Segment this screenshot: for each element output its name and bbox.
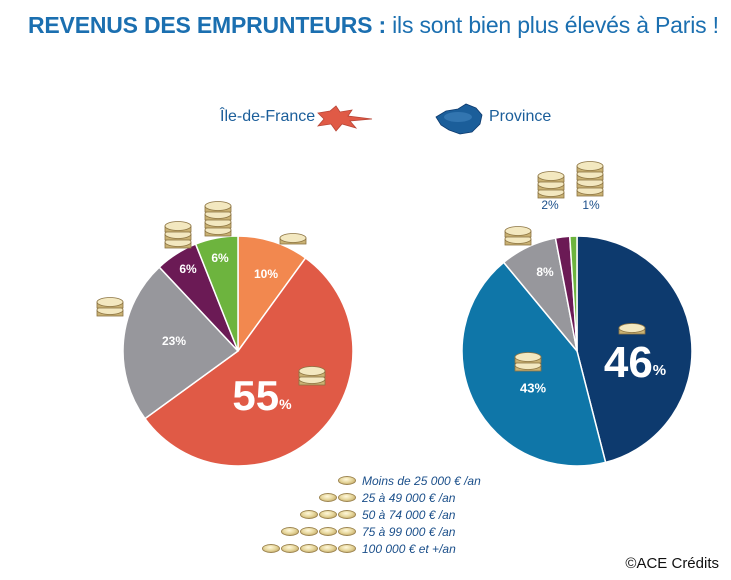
coin-icon-group bbox=[250, 527, 356, 536]
pie-0-label-2: 23% bbox=[162, 334, 186, 348]
coin-icon bbox=[338, 476, 356, 485]
pie-0-label-0: 10% bbox=[254, 267, 278, 281]
coin-icon bbox=[281, 544, 299, 553]
pie-0-label-3: 6% bbox=[179, 262, 197, 276]
coin-icon bbox=[300, 544, 318, 553]
coin-stack-icon bbox=[504, 226, 532, 246]
pie-0-slice-0 bbox=[237, 235, 307, 354]
pie-1-label-4: 1% bbox=[582, 198, 600, 212]
pie-1-slice-4 bbox=[568, 235, 578, 352]
income-legend-item: Moins de 25 000 € /an bbox=[250, 472, 481, 489]
coin-icon bbox=[319, 527, 337, 536]
coin-icon bbox=[300, 527, 318, 536]
pie-1-label-2: 8% bbox=[536, 265, 554, 279]
coin-icon bbox=[338, 527, 356, 536]
coin-icon bbox=[300, 510, 318, 519]
coin-stack-icon bbox=[279, 233, 307, 245]
coin-icon bbox=[262, 544, 280, 553]
coin-stack-icon bbox=[537, 171, 565, 199]
coin-stack-icon bbox=[514, 352, 542, 372]
income-legend-item: 25 à 49 000 € /an bbox=[250, 489, 481, 506]
pie-1-label-3: 2% bbox=[541, 198, 559, 212]
pie-0-label-4: 6% bbox=[211, 251, 229, 265]
chart-title: REVENUS DES EMPRUNTEURS : ils sont bien … bbox=[28, 12, 719, 39]
pie-1-slice-0 bbox=[576, 235, 693, 464]
pie-0-slice-2 bbox=[122, 266, 240, 420]
legend-province-label: Province bbox=[489, 108, 552, 125]
coin-stack-icon bbox=[576, 161, 604, 197]
income-legend-label: 100 000 € et +/an bbox=[362, 541, 456, 556]
coin-icon bbox=[338, 493, 356, 502]
coin-stack-icon bbox=[164, 221, 192, 249]
income-legend-item: 75 à 99 000 € /an bbox=[250, 523, 481, 540]
income-legend-item: 50 à 74 000 € /an bbox=[250, 506, 481, 523]
coin-icon-group bbox=[250, 510, 356, 519]
coin-icon bbox=[319, 544, 337, 553]
legend-idf-label: Île-de-France bbox=[220, 108, 316, 125]
title-bold: REVENUS DES EMPRUNTEURS : bbox=[28, 12, 386, 38]
idf-star-icon bbox=[316, 105, 373, 132]
coin-stack-icon bbox=[204, 201, 232, 237]
income-legend-label: 75 à 99 000 € /an bbox=[362, 524, 456, 539]
income-legend-label: 50 à 74 000 € /an bbox=[362, 507, 456, 522]
pie-0-label-1: 55% bbox=[232, 372, 292, 419]
coin-icon bbox=[319, 493, 337, 502]
income-legend-label: Moins de 25 000 € /an bbox=[362, 473, 481, 488]
pie-0-slice-4 bbox=[194, 235, 239, 352]
coin-stack-icon bbox=[618, 323, 646, 335]
coin-icon bbox=[338, 510, 356, 519]
title-rest: ils sont bien plus élevés à Paris ! bbox=[392, 12, 719, 38]
coin-icon bbox=[281, 527, 299, 536]
coin-icon bbox=[338, 544, 356, 553]
copyright: ©ACE Crédits bbox=[625, 555, 719, 572]
income-legend-item: 100 000 € et +/an bbox=[250, 540, 481, 557]
coin-icon bbox=[319, 510, 337, 519]
pie-1-label-1: 43% bbox=[520, 380, 546, 395]
coin-icon-group bbox=[250, 476, 356, 485]
coin-icon-group bbox=[250, 493, 356, 502]
coin-icon-group bbox=[250, 544, 356, 553]
pie-0-slice-1 bbox=[143, 256, 354, 467]
province-map-icon bbox=[435, 103, 483, 135]
coin-stack-icon bbox=[298, 366, 326, 386]
income-legend-label: 25 à 49 000 € /an bbox=[362, 490, 456, 505]
pie-1-label-0: 46% bbox=[604, 338, 666, 387]
income-legend: Moins de 25 000 € /an 25 à 49 000 € /an 50… bbox=[250, 472, 481, 557]
coin-stack-icon bbox=[96, 297, 124, 317]
